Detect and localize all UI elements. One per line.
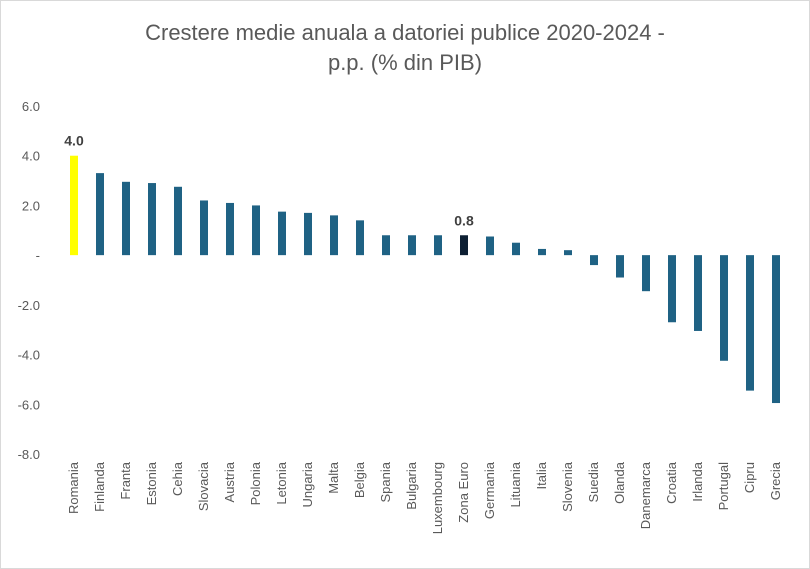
- category-label: Polonia: [248, 461, 263, 505]
- y-tick-label: -: [36, 248, 40, 263]
- category-label: Portugal: [716, 462, 731, 511]
- y-tick-label: 4.0: [22, 149, 40, 164]
- bar-lituania: [512, 242, 520, 256]
- y-tick-label: -8.0: [18, 447, 40, 462]
- category-label: Ungaria: [300, 461, 315, 507]
- bar-bulgaria: [408, 235, 416, 256]
- y-tick-label: 6.0: [22, 99, 40, 114]
- bar-letonia: [278, 211, 286, 256]
- category-label: Slovenia: [560, 461, 575, 512]
- category-label: Letonia: [274, 461, 289, 504]
- category-label: Austria: [222, 461, 237, 502]
- bar-cipru: [746, 255, 754, 391]
- bar-portugal: [720, 255, 728, 361]
- data-label: 4.0: [64, 133, 84, 149]
- data-label: 0.8: [454, 212, 474, 228]
- bar-belgia: [356, 220, 364, 256]
- bar-finlanda: [96, 173, 104, 256]
- bar-olanda: [616, 255, 624, 278]
- category-label: Finlanda: [92, 461, 107, 512]
- category-label: Belgia: [352, 461, 367, 498]
- category-label: Croatia: [664, 461, 679, 504]
- bar-romania: [70, 155, 78, 256]
- category-label: Malta: [326, 461, 341, 494]
- category-label: Luxembourg: [430, 462, 445, 534]
- category-label: Estonia: [144, 461, 159, 505]
- chart-title-line1: Crestere medie anuala a datoriei publice…: [145, 20, 665, 45]
- category-label: Grecia: [768, 461, 783, 500]
- category-label: Franta: [118, 461, 133, 499]
- category-label: Spania: [378, 461, 393, 502]
- category-label: Romania: [66, 461, 81, 514]
- bar-grecia: [772, 255, 780, 404]
- category-label: Italia: [534, 461, 549, 489]
- bar-austria: [226, 202, 234, 256]
- category-label: Lituania: [508, 461, 523, 507]
- chart-title-line2: p.p. (% din PIB): [327, 50, 483, 75]
- category-label: Germania: [482, 461, 497, 519]
- category-label: Danemarca: [638, 461, 653, 529]
- bar-slovenia: [564, 250, 572, 256]
- bar-malta: [330, 215, 338, 256]
- category-label: Irlanda: [690, 461, 705, 502]
- y-tick-label: -6.0: [18, 397, 40, 412]
- category-label: Cipru: [742, 462, 757, 493]
- bar-polonia: [252, 205, 260, 256]
- bar-luxembourg: [434, 235, 442, 256]
- bar-croatia: [668, 255, 676, 323]
- category-label: Bulgaria: [404, 461, 419, 509]
- category-label: Cehia: [170, 461, 185, 496]
- bar-germania: [486, 236, 494, 256]
- y-tick-label: 2.0: [22, 198, 40, 213]
- bar-cehia: [174, 186, 182, 256]
- bar-suedia: [590, 255, 598, 266]
- category-label: Olanda: [612, 461, 627, 504]
- bar-franta: [122, 181, 130, 256]
- bar-irlanda: [694, 255, 702, 331]
- y-tick-label: -2.0: [18, 298, 40, 313]
- bar-spania: [382, 235, 390, 256]
- bar-estonia: [148, 183, 156, 256]
- bar-ungaria: [304, 212, 312, 256]
- y-tick-label: -4.0: [18, 348, 40, 363]
- bar-zona-euro: [460, 235, 468, 256]
- bar-italia: [538, 248, 546, 256]
- category-label: Zona Euro: [456, 462, 471, 523]
- chart-title: Crestere medie anuala a datoriei publice…: [0, 18, 810, 78]
- category-label: Slovacia: [196, 461, 211, 511]
- category-label: Suedia: [586, 461, 601, 502]
- bar-danemarca: [642, 255, 650, 292]
- bar-slovacia: [200, 200, 208, 256]
